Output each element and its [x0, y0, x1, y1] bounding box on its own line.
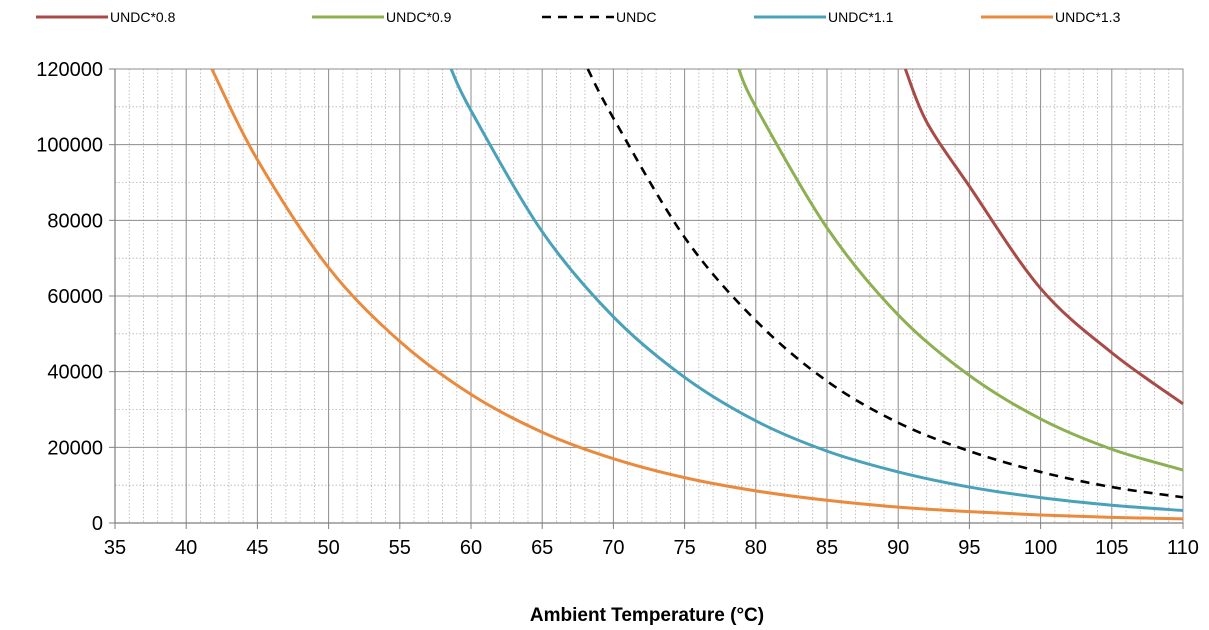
x-tick-label: 50	[317, 537, 339, 559]
tick-labels: 35 40 45 50 55 60 65 70 75 80 85 90 95 100 105 110 0 2000…	[36, 59, 1199, 559]
y-tick-label: 100000	[36, 135, 103, 157]
y-tick-label: 20000	[47, 437, 103, 459]
x-tick-label: 75	[673, 537, 695, 559]
series-line-5	[210, 68, 1184, 521]
y-tick-label: 0	[92, 513, 103, 535]
series-layer	[210, 68, 1184, 521]
major-grid	[114, 68, 1184, 524]
x-tick-label: 60	[460, 537, 482, 559]
series-line-1	[903, 68, 1184, 406]
x-tick-label: 80	[745, 537, 767, 559]
x-tick-label: 110	[1167, 537, 1199, 559]
x-tick-label: 100	[1024, 537, 1057, 559]
y-tick-label: 120000	[36, 59, 103, 81]
y-tick-label: 40000	[47, 362, 103, 384]
x-axis-title: Ambient Temperature (°C)	[530, 605, 764, 626]
x-tick-label: 55	[389, 537, 411, 559]
x-tick-label: 90	[887, 537, 909, 559]
series-line-4	[449, 68, 1184, 513]
legend-label-4: UNDC*1.1	[828, 9, 894, 25]
x-tick-label: 70	[602, 537, 624, 559]
y-tick-label: 80000	[47, 210, 103, 232]
series-line-3	[586, 68, 1184, 499]
axes	[109, 68, 1184, 529]
y-tick-label: 60000	[47, 286, 103, 308]
x-tick-label: 35	[104, 537, 126, 559]
x-tick-label: 45	[246, 537, 268, 559]
legend: UNDC*0.8 UNDC*0.9 UNDC UNDC*1.1 UNDC*1.3	[36, 9, 1121, 25]
series-line-2	[737, 68, 1184, 472]
legend-label-2: UNDC*0.9	[386, 9, 452, 25]
x-tick-label: 85	[816, 537, 838, 559]
legend-label-1: UNDC*0.8	[110, 9, 176, 25]
x-tick-label: 65	[531, 537, 553, 559]
x-tick-label: 40	[175, 537, 197, 559]
legend-label-3: UNDC	[616, 9, 656, 25]
x-tick-label: 105	[1095, 537, 1128, 559]
x-tick-label: 95	[958, 537, 980, 559]
legend-label-5: UNDC*1.3	[1055, 9, 1121, 25]
